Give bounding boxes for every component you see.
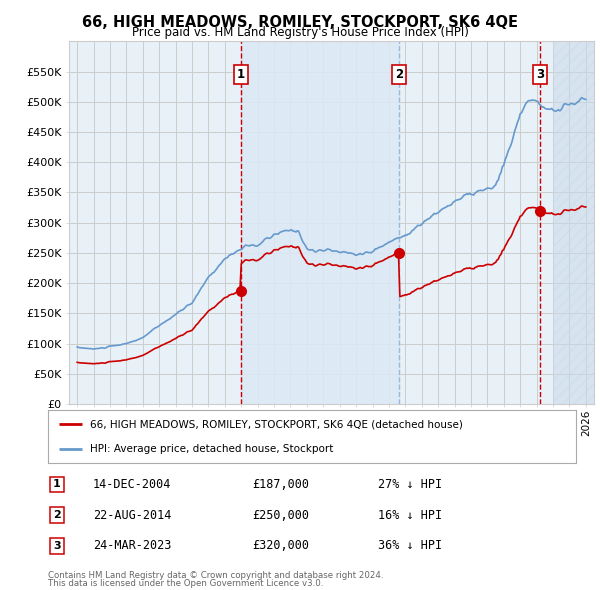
Text: 2: 2 [395,68,403,81]
Text: Contains HM Land Registry data © Crown copyright and database right 2024.: Contains HM Land Registry data © Crown c… [48,571,383,579]
Text: 36% ↓ HPI: 36% ↓ HPI [378,539,442,552]
Text: 14-DEC-2004: 14-DEC-2004 [93,478,172,491]
Text: This data is licensed under the Open Government Licence v3.0.: This data is licensed under the Open Gov… [48,579,323,588]
Text: 66, HIGH MEADOWS, ROMILEY, STOCKPORT, SK6 4QE (detached house): 66, HIGH MEADOWS, ROMILEY, STOCKPORT, SK… [90,419,463,430]
Text: 3: 3 [536,68,544,81]
Text: 1: 1 [236,68,245,81]
Text: 22-AUG-2014: 22-AUG-2014 [93,509,172,522]
Text: 16% ↓ HPI: 16% ↓ HPI [378,509,442,522]
Text: 66, HIGH MEADOWS, ROMILEY, STOCKPORT, SK6 4QE: 66, HIGH MEADOWS, ROMILEY, STOCKPORT, SK… [82,15,518,30]
Text: 24-MAR-2023: 24-MAR-2023 [93,539,172,552]
Text: 3: 3 [53,541,61,550]
Text: Price paid vs. HM Land Registry's House Price Index (HPI): Price paid vs. HM Land Registry's House … [131,26,469,39]
Text: £320,000: £320,000 [252,539,309,552]
Text: 27% ↓ HPI: 27% ↓ HPI [378,478,442,491]
Text: 2: 2 [53,510,61,520]
Bar [241,41,400,404]
Text: £187,000: £187,000 [252,478,309,491]
Text: HPI: Average price, detached house, Stockport: HPI: Average price, detached house, Stoc… [90,444,334,454]
Text: £250,000: £250,000 [252,509,309,522]
Text: 1: 1 [53,480,61,489]
Bar [553,41,594,404]
